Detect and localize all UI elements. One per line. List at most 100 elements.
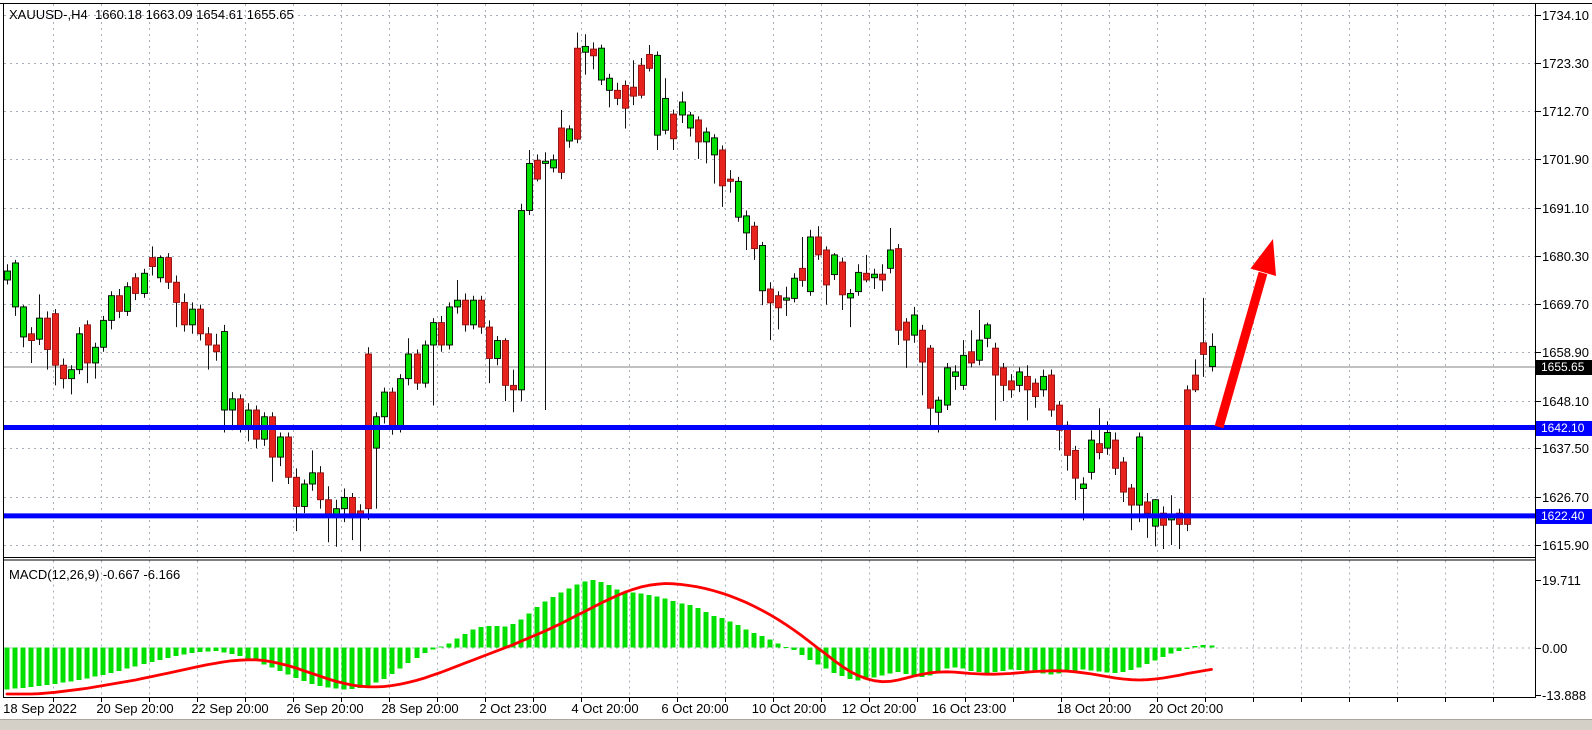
- macd-histogram-bar: [695, 607, 701, 648]
- candle: [1056, 404, 1063, 431]
- macd-histogram-bar: [68, 647, 74, 682]
- candle: [687, 114, 694, 129]
- macd-histogram-bar: [1120, 647, 1126, 673]
- macd-histogram-bar: [992, 647, 998, 673]
- macd-histogram-bar: [1136, 647, 1142, 668]
- candle: [181, 301, 188, 326]
- macd-histogram-bar: [325, 647, 331, 688]
- macd-histogram-bar: [365, 647, 371, 686]
- macd-histogram-bar: [871, 647, 877, 678]
- trend-arrow-shaft[interactable]: [1214, 271, 1268, 429]
- candle: [847, 293, 854, 299]
- macd-histogram-bar: [799, 647, 805, 656]
- macd-histogram-bar: [502, 626, 508, 648]
- price-axis-label: 1691.10: [1542, 201, 1589, 216]
- macd-histogram-bar: [389, 647, 395, 675]
- candle: [245, 409, 252, 427]
- price-axis-label: 1626.70: [1542, 490, 1589, 505]
- candle: [389, 391, 396, 429]
- candle: [1104, 432, 1111, 449]
- candle: [189, 308, 196, 326]
- macd-histogram-bar: [1096, 647, 1102, 672]
- macd-histogram-bar: [430, 647, 436, 650]
- candle: [1024, 375, 1031, 391]
- candle: [927, 347, 934, 409]
- candle: [4, 270, 11, 281]
- time-axis-label: 2 Oct 23:00: [479, 701, 547, 716]
- macd-histogram-bar: [775, 643, 781, 648]
- macd-histogram-bar: [422, 647, 428, 653]
- candle: [309, 472, 316, 485]
- candle: [92, 346, 99, 364]
- candle: [622, 84, 629, 109]
- candle: [173, 281, 180, 303]
- macd-histogram-bar: [1152, 647, 1158, 661]
- macd-histogram-bar: [381, 647, 387, 679]
- macd-histogram-bar: [349, 647, 355, 689]
- macd-histogram-bar: [28, 647, 34, 687]
- candle: [1120, 461, 1127, 493]
- support-level-tag: 1622.40: [1536, 509, 1592, 524]
- price-axis-label: 1734.10: [1542, 8, 1589, 23]
- macd-histogram-bar: [157, 647, 163, 660]
- candle: [695, 119, 702, 143]
- candle: [1072, 449, 1079, 479]
- price-axis-label: 1669.70: [1542, 297, 1589, 312]
- macd-histogram-bar: [911, 647, 917, 677]
- candle: [454, 299, 461, 308]
- candle: [1160, 512, 1167, 526]
- candle: [462, 299, 469, 326]
- panel-borders: [0, 3, 1592, 702]
- macd-histogram-bar: [237, 647, 243, 657]
- time-axis-label: 4 Oct 20:00: [571, 701, 639, 716]
- macd-histogram-bar: [52, 647, 58, 685]
- macd-histogram-bar: [173, 647, 179, 657]
- macd-histogram-bar: [20, 647, 26, 688]
- macd-histogram-bar: [1176, 647, 1182, 651]
- candle: [1040, 375, 1047, 391]
- time-axis-label: 26 Sep 20:00: [286, 701, 364, 716]
- candle: [20, 306, 27, 338]
- trend-arrow-head[interactable]: [1250, 239, 1277, 276]
- macd-histogram-bar: [847, 647, 853, 679]
- candle: [679, 101, 686, 116]
- macd-histogram-bar: [124, 647, 130, 669]
- macd-histogram-bar: [333, 647, 339, 689]
- candles-layer: [4, 32, 1216, 552]
- candle: [277, 436, 284, 458]
- macd-histogram-bar: [478, 626, 484, 648]
- candle: [855, 271, 862, 293]
- candle: [229, 398, 236, 411]
- candle: [124, 286, 131, 312]
- candle: [1048, 374, 1055, 411]
- macd-histogram-bar: [1088, 647, 1094, 671]
- candle: [606, 77, 613, 91]
- candle: [984, 324, 991, 339]
- macd-histogram-bar: [285, 647, 291, 675]
- macd-histogram-bar: [526, 613, 532, 648]
- candle: [149, 257, 156, 267]
- macd-histogram-bar: [968, 647, 974, 671]
- macd-histogram-bar: [952, 647, 958, 668]
- macd-histogram-bar: [815, 647, 821, 665]
- macd-histogram-bar: [783, 646, 789, 648]
- macd-histogram-bar: [462, 633, 468, 648]
- candle: [944, 367, 951, 406]
- candle: [157, 257, 164, 279]
- candle: [510, 384, 517, 391]
- candle: [550, 159, 557, 169]
- macd-histogram-bar: [1016, 647, 1022, 671]
- macd-histogram-bar: [1040, 647, 1046, 674]
- trend-arrow[interactable]: [1214, 239, 1277, 429]
- candle: [711, 137, 718, 156]
- candle: [863, 272, 870, 281]
- macd-histogram-bar: [1080, 647, 1086, 670]
- candle: [767, 288, 774, 304]
- macd-histogram-bar: [711, 616, 717, 648]
- time-axis-label: 20 Sep 20:00: [96, 701, 174, 716]
- candle: [84, 324, 91, 364]
- macd-histogram-bar: [1000, 647, 1006, 671]
- time-axis-label: 10 Oct 20:00: [751, 701, 827, 716]
